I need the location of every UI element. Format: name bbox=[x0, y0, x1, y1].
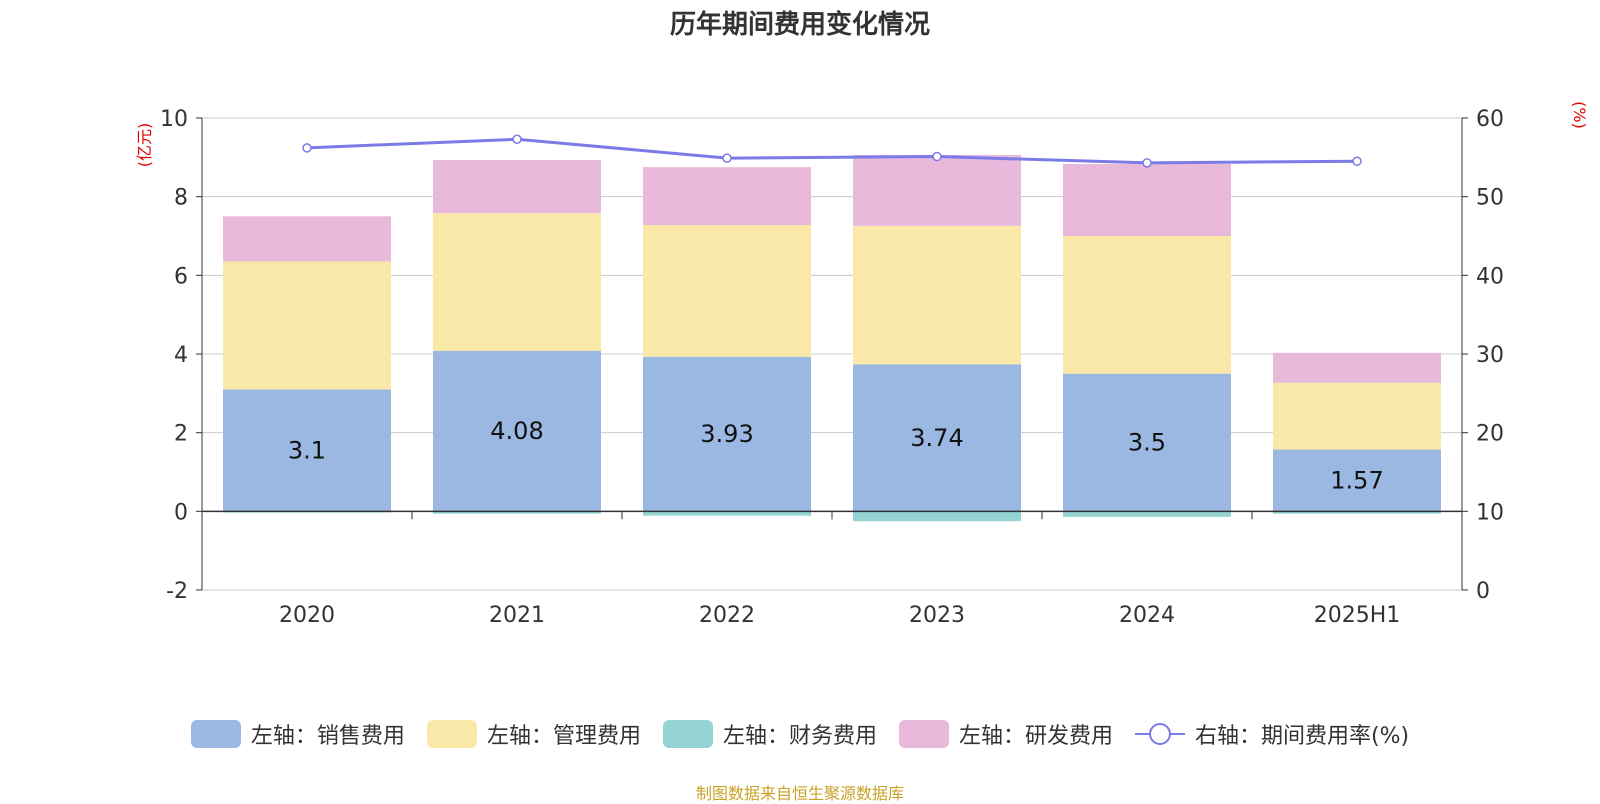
left-tick-label: 6 bbox=[174, 264, 188, 289]
bar-segment bbox=[1063, 511, 1231, 517]
rate-line-path bbox=[306, 137, 1358, 165]
bar-data-label: 3.93 bbox=[700, 420, 753, 448]
bar-data-label: 3.74 bbox=[910, 424, 963, 452]
bar-segment bbox=[1063, 164, 1231, 236]
bar-segment bbox=[853, 364, 1021, 512]
x-tick-label: 2024 bbox=[1119, 603, 1175, 628]
rate-point bbox=[722, 153, 732, 163]
legend-label-admin: 左轴：管理费用 bbox=[486, 724, 641, 749]
left-tick-label: 4 bbox=[174, 343, 188, 368]
bar-data-label: 4.08 bbox=[490, 417, 543, 445]
bar-segment bbox=[643, 224, 811, 357]
rate-point bbox=[512, 134, 522, 144]
legend-label-finance: 左轴：财务费用 bbox=[722, 724, 877, 749]
right-tick-label: 0 bbox=[1476, 579, 1490, 604]
right-tick-label: 10 bbox=[1476, 500, 1504, 525]
data-labels: 3.1 4.08 3.93 3.74 3.5 1.57 bbox=[288, 417, 1384, 494]
bar-segment bbox=[643, 167, 811, 225]
left-tick-label: 10 bbox=[160, 107, 188, 132]
legend-item-admin[interactable]: 左轴：管理费用 bbox=[426, 718, 641, 750]
bar-segment bbox=[1273, 352, 1441, 383]
x-tick-label: 2025H1 bbox=[1314, 603, 1401, 628]
bar-data-label: 3.5 bbox=[1128, 429, 1166, 457]
chart-title: 历年期间费用变化情况 bbox=[669, 10, 930, 40]
bar-segment bbox=[643, 511, 811, 516]
bar-segment bbox=[1063, 373, 1231, 512]
legend-label-sales: 左轴：销售费用 bbox=[250, 724, 405, 749]
axes: -2 0 2 4 6 8 10 0 10 20 30 40 50 60 2020 2021 2022 2023 20… bbox=[160, 107, 1504, 628]
source-note: 制图数据来自恒生聚源数据库 bbox=[695, 784, 904, 803]
left-axis-unit: (亿元) bbox=[135, 123, 154, 168]
rate-line bbox=[302, 134, 1362, 168]
right-tick-label: 40 bbox=[1476, 264, 1504, 289]
right-tick-label: 20 bbox=[1476, 422, 1504, 447]
x-tick-label: 2020 bbox=[279, 603, 335, 628]
legend-swatch-sales bbox=[190, 720, 241, 748]
bar-segment bbox=[1273, 449, 1441, 512]
legend: 左轴：销售费用 左轴：管理费用 左轴：财务费用 左轴：研发费用 右轴：期间费用率… bbox=[0, 718, 1600, 750]
bar-data-label: 3.1 bbox=[288, 436, 326, 464]
rate-point bbox=[1352, 156, 1362, 167]
legend-item-sales[interactable]: 左轴：销售费用 bbox=[190, 718, 405, 750]
rate-point bbox=[302, 143, 312, 153]
bar-segment bbox=[433, 511, 601, 514]
right-tick-label: 30 bbox=[1476, 343, 1504, 368]
bar-segment bbox=[433, 160, 601, 214]
rate-point bbox=[932, 151, 942, 162]
legend-swatch-rd bbox=[898, 720, 949, 748]
bar-segment bbox=[853, 154, 1021, 226]
bars bbox=[223, 154, 1441, 522]
bar-segment bbox=[433, 213, 601, 351]
legend-swatch-admin bbox=[426, 720, 477, 748]
bar-segment bbox=[1063, 236, 1231, 374]
legend-swatch-finance bbox=[662, 720, 713, 748]
legend-line-icon bbox=[1134, 723, 1185, 745]
rate-point bbox=[1142, 158, 1152, 168]
x-tick-label: 2023 bbox=[909, 603, 965, 628]
bar-segment bbox=[853, 511, 1021, 522]
bar-segment bbox=[223, 389, 391, 512]
left-tick-label: 0 bbox=[174, 500, 188, 525]
x-tick-label: 2022 bbox=[699, 603, 755, 628]
bar-segment bbox=[1273, 511, 1441, 514]
right-tick-label: 50 bbox=[1476, 186, 1504, 211]
legend-item-rate[interactable]: 右轴：期间费用率(%) bbox=[1134, 718, 1410, 750]
right-tick-label: 60 bbox=[1476, 107, 1504, 132]
legend-item-rd[interactable]: 左轴：研发费用 bbox=[898, 718, 1113, 750]
bar-segment bbox=[433, 350, 601, 512]
x-tick-label: 2021 bbox=[489, 603, 545, 628]
left-tick-label: 8 bbox=[174, 186, 188, 211]
bar-segment bbox=[223, 261, 391, 390]
bar-segment bbox=[1273, 382, 1441, 450]
bar-segment bbox=[223, 216, 391, 262]
legend-item-finance[interactable]: 左轴：财务费用 bbox=[662, 718, 877, 750]
bar-segment bbox=[643, 356, 811, 512]
left-tick-label: -2 bbox=[166, 579, 188, 604]
bar-segment bbox=[853, 225, 1021, 365]
legend-label-rd: 左轴：研发费用 bbox=[958, 724, 1113, 749]
left-tick-label: 2 bbox=[174, 422, 188, 447]
right-axis-unit: (%) bbox=[1570, 101, 1589, 129]
bar-data-label: 1.57 bbox=[1330, 466, 1383, 494]
legend-label-rate: 右轴：期间费用率(%) bbox=[1194, 724, 1410, 749]
